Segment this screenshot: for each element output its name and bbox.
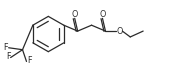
- Text: F: F: [3, 43, 8, 52]
- Text: O: O: [71, 10, 78, 19]
- Text: O: O: [99, 10, 106, 19]
- Text: F: F: [27, 56, 32, 65]
- Text: O: O: [116, 27, 122, 36]
- Text: F: F: [6, 52, 11, 61]
